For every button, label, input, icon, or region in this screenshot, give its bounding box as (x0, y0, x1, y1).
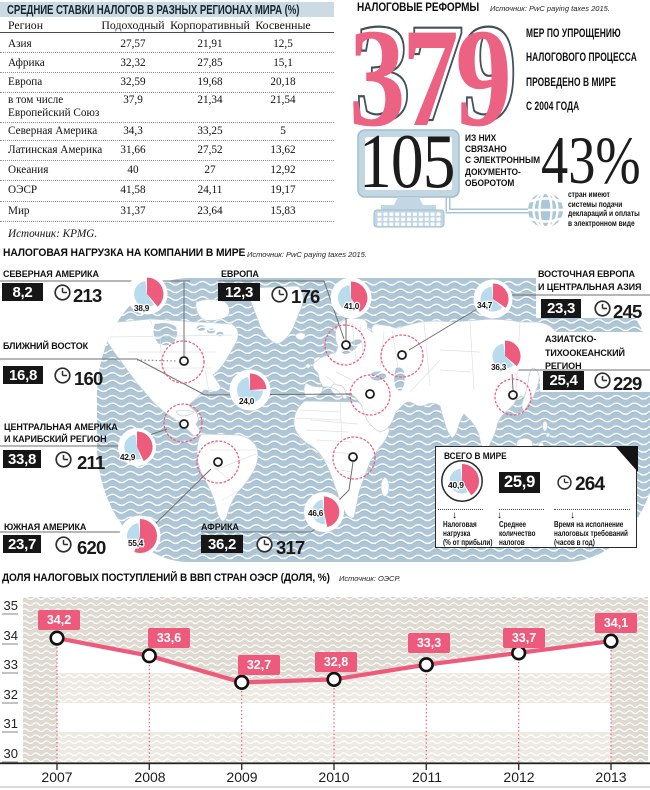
svg-text:41,0: 41,0 (344, 302, 360, 311)
svg-text:38,9: 38,9 (134, 304, 150, 313)
svg-text:42,9: 42,9 (120, 453, 136, 462)
svg-text:46,6: 46,6 (308, 509, 324, 518)
svg-text:36,3: 36,3 (491, 363, 507, 372)
svg-text:24,0: 24,0 (239, 397, 255, 406)
svg-text:34,7: 34,7 (477, 301, 493, 310)
svg-text:55,4: 55,4 (128, 539, 144, 548)
svg-text:40,9: 40,9 (448, 480, 464, 490)
